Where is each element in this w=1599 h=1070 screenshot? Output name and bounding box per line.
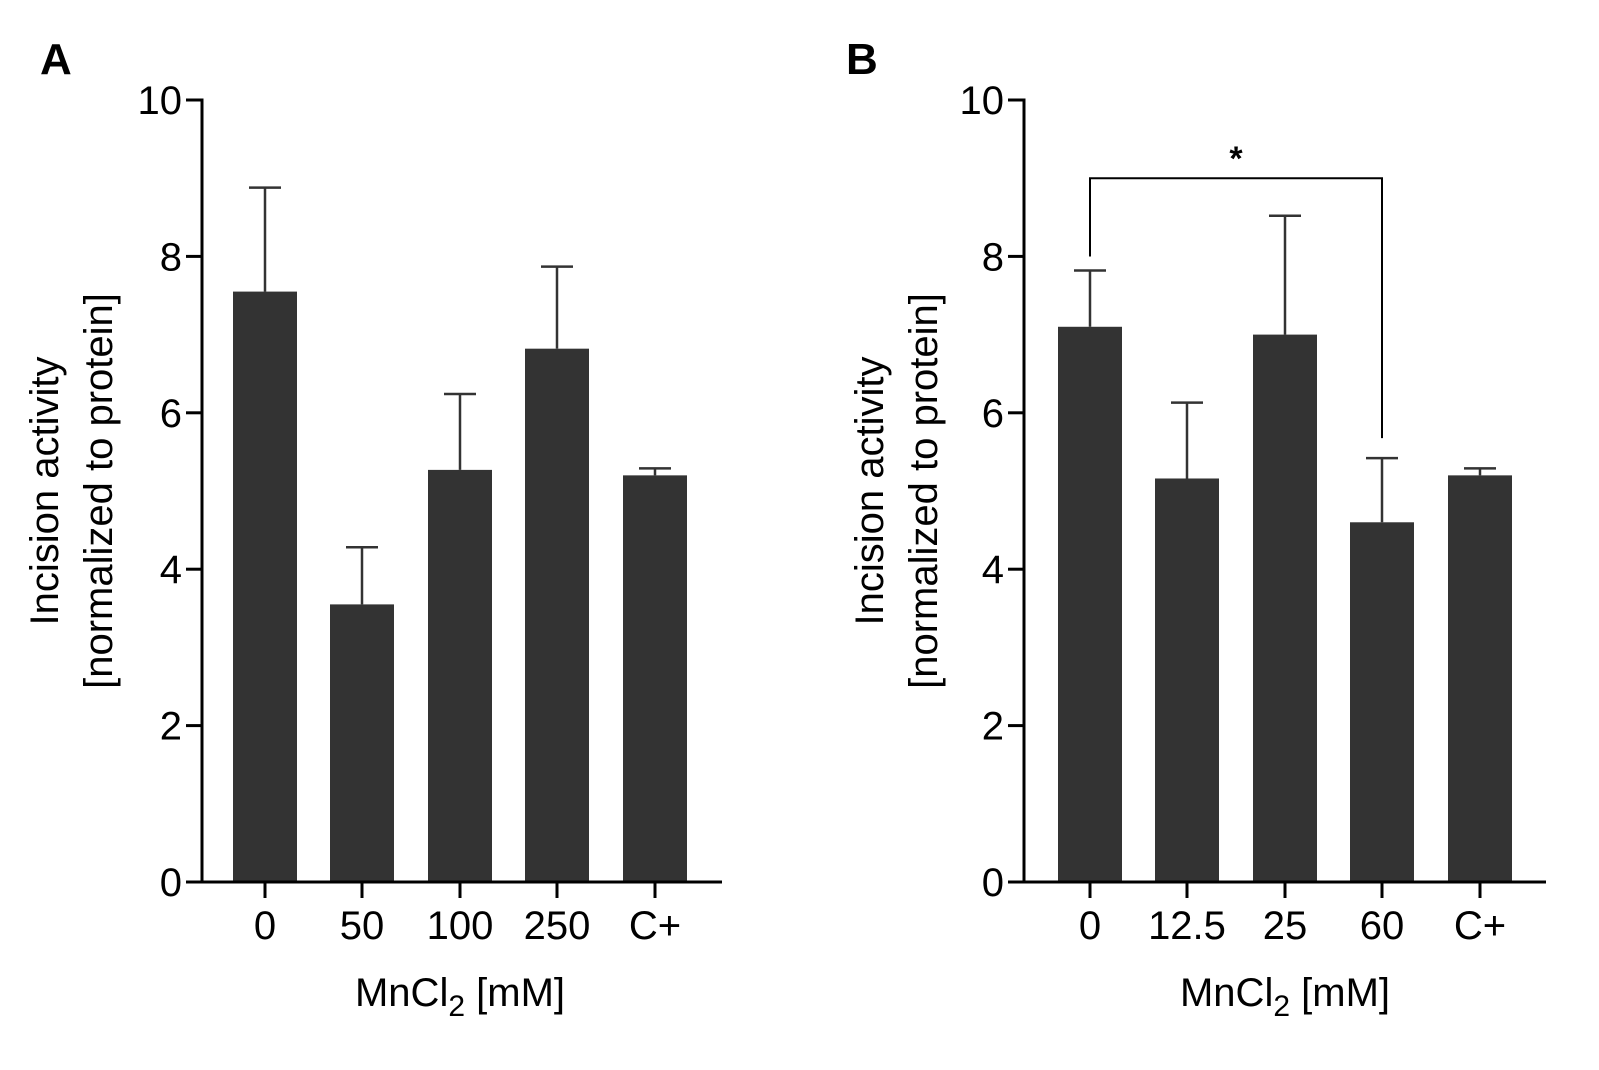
bar [1155,478,1219,882]
significance-label: * [1229,140,1243,178]
x-axis-title-main: MnCl [1180,971,1273,1015]
bar [525,348,589,882]
x-tick-label: 60 [1360,904,1405,948]
x-tick-label: 250 [524,904,591,948]
y-tick-label: 2 [982,705,1004,749]
y-axis-title-line: Incision activity [848,357,892,626]
y-tick-label: 8 [982,235,1004,279]
x-axis-title: MnCl2 [mM] [355,971,565,1023]
x-tick-label: 0 [1079,904,1101,948]
significance-bracket [1089,177,1383,439]
x-axis-title-main: MnCl [355,971,448,1015]
bar [1448,475,1512,882]
x-tick-label: C+ [629,904,681,948]
panel-label: B [846,35,878,84]
panel-label: A [40,35,72,84]
y-tick-label: 0 [160,861,182,905]
y-axis-title-line: Incision activity [23,357,67,626]
y-tick-label: 8 [160,235,182,279]
x-tick-label: 0 [254,904,276,948]
x-axis-title: MnCl2 [mM] [1180,971,1390,1023]
y-tick-label: 2 [160,705,182,749]
y-tick-label: 10 [960,79,1005,123]
x-tick-label: C+ [1454,904,1506,948]
y-tick-label: 4 [982,548,1004,592]
x-axis-title-subscript: 2 [1273,990,1290,1023]
x-axis-title-suffix: [mM] [465,971,565,1015]
y-tick-label: 10 [138,79,183,123]
bar [623,475,687,882]
x-axis-title-suffix: [mM] [1290,971,1390,1015]
bar [1058,326,1122,882]
x-tick-label: 50 [340,904,385,948]
y-tick-label: 6 [982,392,1004,436]
bar [330,604,394,882]
x-tick-label: 100 [427,904,494,948]
y-tick-label: 0 [982,861,1004,905]
bar [233,291,297,883]
x-tick-label: 25 [1263,904,1308,948]
y-tick-label: 6 [160,392,182,436]
bar [428,469,492,882]
bar [1350,522,1414,882]
x-axis-title-subscript: 2 [448,990,465,1023]
x-tick-label: 12.5 [1148,904,1226,948]
bar [1253,334,1317,883]
y-axis-title-line: [normalized to protein] [77,293,121,689]
y-axis-title-line: [normalized to protein] [902,293,946,689]
y-tick-label: 4 [160,548,182,592]
